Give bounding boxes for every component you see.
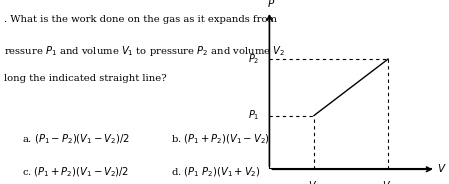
Text: $P_1$: $P_1$ [247,109,259,123]
Text: $P_2$: $P_2$ [247,52,259,66]
Text: $V_2$: $V_2$ [382,179,394,184]
Text: ressure $P_1$ and volume $V_1$ to pressure $P_2$ and volume $V_2$: ressure $P_1$ and volume $V_1$ to pressu… [4,44,286,58]
Text: . What is the work done on the gas as it expands from: . What is the work done on the gas as it… [4,15,277,24]
Text: long the indicated straight line?: long the indicated straight line? [4,74,167,83]
Text: $P$: $P$ [267,0,275,9]
Text: a. $(P_1 - P_2)(V_1 - V_2)/2$: a. $(P_1 - P_2)(V_1 - V_2)/2$ [22,132,130,146]
Text: $V_1$: $V_1$ [308,179,320,184]
Text: d. $(P_1\ P_2)(V_1 + V_2)$: d. $(P_1\ P_2)(V_1 + V_2)$ [171,166,260,179]
Text: $V$: $V$ [437,162,447,174]
Text: c. $(P_1 + P_2)(V_1 - V_2)/2$: c. $(P_1 + P_2)(V_1 - V_2)/2$ [22,166,130,179]
Text: b. $(P_1 + P_2)(V_1 - V_2)$: b. $(P_1 + P_2)(V_1 - V_2)$ [171,132,269,146]
